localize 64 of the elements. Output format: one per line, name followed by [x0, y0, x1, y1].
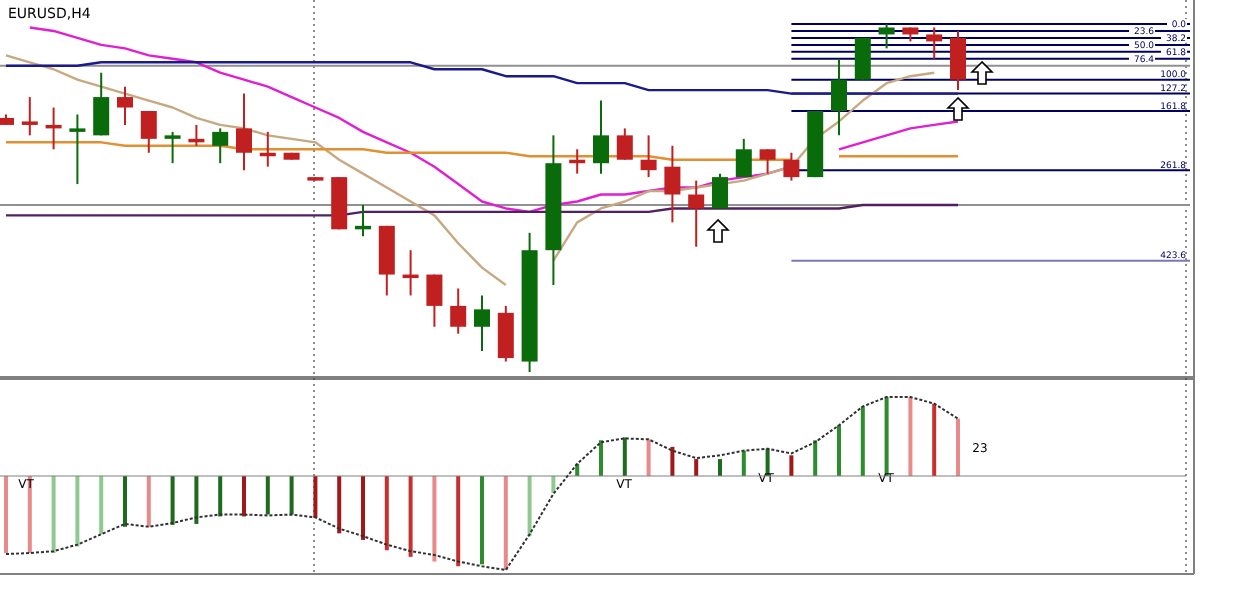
candlestick [783, 151, 800, 182]
bar [313, 476, 318, 518]
candlestick [640, 134, 657, 179]
bar [789, 455, 794, 476]
candlestick [950, 29, 966, 92]
candlestick [93, 71, 110, 137]
bar [884, 397, 889, 476]
candlestick [831, 57, 847, 137]
bar [622, 437, 627, 476]
bar [527, 476, 532, 537]
bar [99, 476, 104, 535]
bar [741, 450, 746, 476]
bar [361, 476, 365, 540]
candlestick [926, 26, 943, 60]
bar [194, 476, 199, 524]
bar [599, 440, 603, 476]
bar [551, 476, 556, 493]
bar [670, 446, 675, 476]
bar [408, 476, 413, 557]
bar [503, 476, 508, 570]
bar [384, 476, 389, 551]
candlestick [474, 294, 490, 353]
candlestick [69, 113, 86, 186]
candlestick [236, 92, 252, 172]
candlestick [854, 36, 871, 81]
candlestick [140, 110, 157, 154]
bar [813, 440, 818, 476]
bar [75, 476, 80, 547]
candlestick [616, 127, 633, 161]
bar [718, 459, 722, 476]
bar [337, 476, 342, 534]
candlestick [759, 148, 776, 175]
bar [860, 406, 865, 476]
bar [837, 425, 841, 476]
bar [170, 476, 175, 525]
bar [146, 476, 151, 527]
bar [480, 476, 484, 565]
candlestick [426, 273, 443, 328]
bar [932, 403, 937, 476]
bar [432, 476, 437, 562]
candlestick [497, 304, 514, 363]
bar [456, 476, 461, 567]
bar [646, 439, 651, 476]
bar [242, 476, 246, 517]
candlestick [712, 172, 728, 210]
candlestick [21, 96, 38, 137]
bar [956, 418, 960, 476]
bar [51, 476, 56, 554]
candlestick [688, 179, 705, 248]
bar [218, 476, 223, 517]
candlestick [117, 85, 133, 126]
bar [908, 397, 913, 476]
bar [123, 476, 127, 527]
candlestick [212, 127, 229, 165]
bar [289, 476, 294, 515]
candlestick [164, 130, 181, 165]
candlestick [593, 99, 609, 175]
candlestick [735, 137, 752, 179]
candlestick [878, 23, 895, 50]
bar [694, 459, 699, 476]
bar [265, 476, 270, 515]
candlestick [450, 287, 467, 335]
bar [4, 476, 8, 554]
candlestick [664, 144, 681, 224]
